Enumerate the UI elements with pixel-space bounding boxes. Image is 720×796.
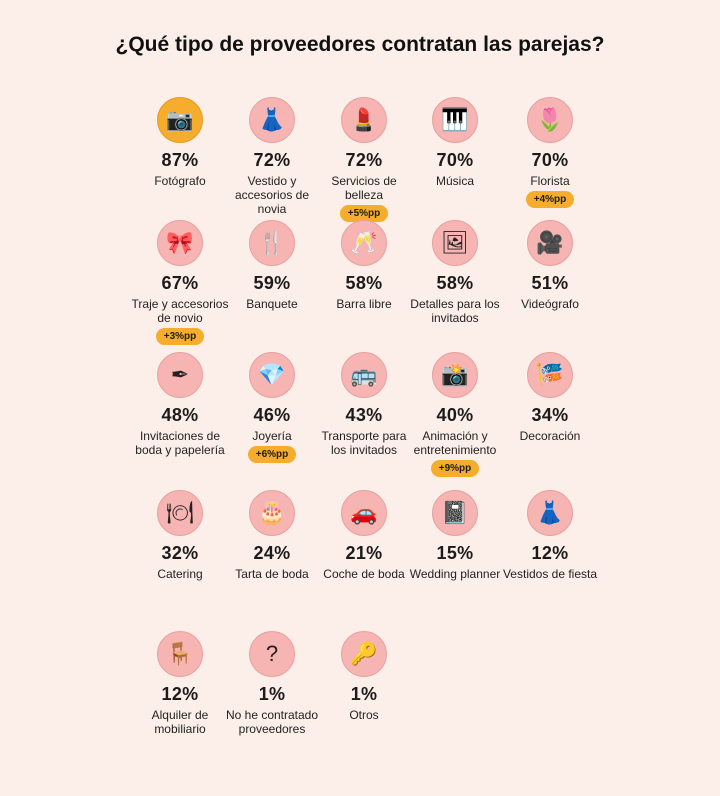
percentage-value: 87% — [161, 150, 199, 170]
provider-label: Traje y accesorios de novio — [131, 297, 229, 325]
bunting-icon: 🎏 — [527, 352, 573, 398]
percentage-value: 72% — [345, 150, 383, 170]
bus-icon: 🚌 — [341, 352, 387, 398]
provider-label: Servicios de belleza — [331, 174, 397, 202]
page-title: ¿Qué tipo de proveedores contratan las p… — [115, 33, 605, 56]
provider-item: 👗 12% Vestidos de fiesta — [500, 490, 600, 581]
provider-label: No he contratado proveedores — [225, 708, 319, 736]
provider-item: 📷 87% Fotógrafo — [130, 97, 230, 188]
provider-label: Música — [435, 174, 474, 188]
provider-label: Vestido y accesorios de novia — [234, 174, 310, 216]
planner-notebook-icon: 📓 — [432, 490, 478, 536]
party-dress-icon: 👗 — [527, 490, 573, 536]
change-badge: +6%pp — [247, 446, 297, 463]
provider-label: Otros — [349, 708, 379, 722]
video-camera-icon: 🎥 — [527, 220, 573, 266]
provider-item: 🎹 70% Música — [405, 97, 505, 188]
provider-label: Joyería — [252, 429, 292, 443]
plate-cutlery-icon: 🍴 — [249, 220, 295, 266]
percentage-value: 21% — [345, 543, 383, 563]
provider-item: 🍽 32% Catering — [130, 490, 230, 581]
percentage-value: 12% — [161, 684, 199, 704]
provider-item: 📸 40% Animación y entretenimiento +9%pp — [405, 352, 505, 477]
provider-item: 🔑 1% Otros — [314, 631, 414, 722]
percentage-value: 40% — [436, 405, 474, 425]
change-badge: +3%pp — [155, 328, 205, 345]
change-badge: +4%pp — [525, 191, 575, 208]
change-badge: +5%pp — [339, 205, 389, 222]
percentage-value: 46% — [253, 405, 291, 425]
percentage-value: 32% — [161, 543, 199, 563]
provider-label: Fotógrafo — [154, 174, 206, 188]
provider-item: 🥂 58% Barra libre — [314, 220, 414, 311]
provider-label: Banquete — [246, 297, 298, 311]
chair-icon: 🪑 — [157, 631, 203, 677]
bow-tie-icon: 🎀 — [157, 220, 203, 266]
tulip-icon: 🌷 — [527, 97, 573, 143]
percentage-value: 12% — [531, 543, 569, 563]
percentage-value: 24% — [253, 543, 291, 563]
camera-icon: 📷 — [157, 97, 203, 143]
necklace-icon: 💎 — [249, 352, 295, 398]
piano-keys-icon: 🎹 — [432, 97, 478, 143]
provider-item: ✒ 48% Invitaciones de boda y papelería — [130, 352, 230, 457]
provider-item: 📓 15% Wedding planner — [405, 490, 505, 581]
provider-item: 💎 46% Joyería +6%pp — [222, 352, 322, 463]
car-icon: 🚗 — [341, 490, 387, 536]
photo-booth-icon: 📸 — [432, 352, 478, 398]
percentage-value: 1% — [258, 684, 286, 704]
cloche-icon: 🍽 — [157, 490, 203, 536]
percentage-value: 58% — [345, 273, 383, 293]
provider-label: Catering — [157, 567, 203, 581]
provider-label: Vestidos de fiesta — [502, 567, 598, 581]
provider-label: Coche de boda — [323, 567, 405, 581]
provider-item: 🎥 51% Videógrafo — [500, 220, 600, 311]
invitation-pen-icon: ✒ — [157, 352, 203, 398]
provider-label: Alquiler de mobiliario — [151, 708, 209, 736]
provider-label: Videógrafo — [521, 297, 579, 311]
provider-label: Transporte para los invitados — [321, 429, 407, 457]
provider-label: Animación y entretenimiento — [413, 429, 497, 457]
change-badge: +9%pp — [430, 460, 480, 477]
provider-item: 🖼 58% Detalles para los invitados — [405, 220, 505, 325]
provider-label: Florista — [530, 174, 570, 188]
provider-item: ? 1% No he contratado proveedores — [222, 631, 322, 736]
cake-icon: 🎂 — [249, 490, 295, 536]
photos-gift-icon: 🖼 — [432, 220, 478, 266]
provider-item: 🚗 21% Coche de boda — [314, 490, 414, 581]
percentage-value: 72% — [253, 150, 291, 170]
provider-item: 🎀 67% Traje y accesorios de novio +3%pp — [130, 220, 230, 345]
provider-item: 🍴 59% Banquete — [222, 220, 322, 311]
provider-item: 👗 72% Vestido y accesorios de novia — [222, 97, 322, 216]
percentage-value: 34% — [531, 405, 569, 425]
provider-item: 🌷 70% Florista +4%pp — [500, 97, 600, 208]
champagne-glasses-icon: 🥂 — [341, 220, 387, 266]
percentage-value: 43% — [345, 405, 383, 425]
percentage-value: 58% — [436, 273, 474, 293]
percentage-value: 15% — [436, 543, 474, 563]
provider-item: 🪑 12% Alquiler de mobiliario — [130, 631, 230, 736]
provider-label: Invitaciones de boda y papelería — [135, 429, 225, 457]
key-icon: 🔑 — [341, 631, 387, 677]
provider-item: 🎏 34% Decoración — [500, 352, 600, 443]
provider-label: Barra libre — [336, 297, 392, 311]
percentage-value: 70% — [436, 150, 474, 170]
percentage-value: 70% — [531, 150, 569, 170]
percentage-value: 67% — [161, 273, 199, 293]
provider-label: Decoración — [519, 429, 581, 443]
provider-item: 🎂 24% Tarta de boda — [222, 490, 322, 581]
percentage-value: 59% — [253, 273, 291, 293]
provider-label: Wedding planner — [409, 567, 501, 581]
dress-icon: 👗 — [249, 97, 295, 143]
percentage-value: 51% — [531, 273, 569, 293]
question-icon: ? — [249, 631, 295, 677]
percentage-value: 48% — [161, 405, 199, 425]
provider-label: Detalles para los invitados — [410, 297, 500, 325]
provider-item: 💄 72% Servicios de belleza +5%pp — [314, 97, 414, 222]
percentage-value: 1% — [350, 684, 378, 704]
mirror-lipstick-icon: 💄 — [341, 97, 387, 143]
provider-label: Tarta de boda — [235, 567, 309, 581]
provider-item: 🚌 43% Transporte para los invitados — [314, 352, 414, 457]
